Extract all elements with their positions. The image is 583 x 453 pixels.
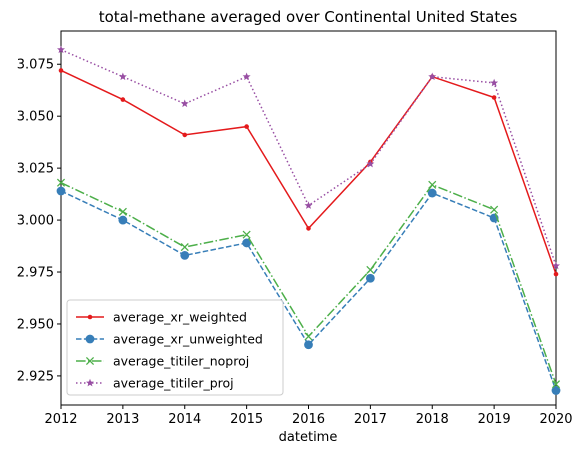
data-point bbox=[427, 188, 437, 198]
data-point bbox=[120, 97, 126, 102]
y-tick-label: 2.950 bbox=[17, 317, 54, 332]
series-average_xr_weighted bbox=[58, 68, 559, 277]
data-point bbox=[304, 340, 313, 350]
data-point bbox=[553, 271, 559, 277]
x-tick-label: 2019 bbox=[478, 412, 511, 427]
data-point bbox=[490, 205, 499, 214]
series-average_titiler_proj bbox=[57, 45, 560, 270]
series-average_xr_unweighted bbox=[56, 186, 561, 395]
data-point bbox=[57, 45, 65, 54]
legend-label: average_titiler_proj bbox=[113, 376, 234, 391]
plot-area: 2012 2013 2014 2015 2016 2017 2018 2019 2020 2.92… bbox=[17, 30, 573, 427]
x-tick-label: 2015 bbox=[230, 412, 263, 427]
data-point bbox=[304, 201, 313, 209]
y-tick-label: 3.025 bbox=[17, 162, 54, 177]
data-point bbox=[242, 238, 252, 248]
data-point bbox=[180, 99, 189, 108]
data-point bbox=[58, 68, 64, 73]
legend-box bbox=[66, 299, 284, 396]
legend-item: average_titiler_noproj bbox=[76, 354, 249, 369]
chart-title: total-methane averaged over Continental … bbox=[99, 8, 518, 26]
legend-marker bbox=[87, 314, 93, 320]
x-tick-label: 2014 bbox=[168, 412, 201, 427]
data-point bbox=[366, 159, 375, 168]
x-tick-label: 2020 bbox=[539, 412, 572, 427]
y-tick-label: 2.975 bbox=[17, 266, 54, 281]
data-point bbox=[304, 332, 313, 341]
data-point bbox=[491, 95, 497, 100]
legend-label: average_xr_weighted bbox=[113, 310, 247, 325]
legend-marker bbox=[85, 356, 95, 366]
x-axis-label: datetime bbox=[279, 430, 338, 445]
legend-marker bbox=[85, 334, 95, 344]
legend-label: average_titiler_noproj bbox=[113, 354, 249, 369]
data-point bbox=[306, 226, 311, 231]
data-point bbox=[180, 251, 190, 260]
data-point bbox=[182, 132, 188, 138]
series-line bbox=[60, 190, 557, 391]
data-point bbox=[428, 72, 437, 81]
series-average_titiler_noproj bbox=[56, 178, 561, 389]
x-tick-label: 2018 bbox=[416, 412, 449, 427]
y-tick-label: 3.050 bbox=[17, 110, 54, 125]
x-tick-label: 2013 bbox=[106, 412, 139, 427]
legend-label: average_xr_unweighted bbox=[113, 332, 263, 347]
x-tick-label: 2012 bbox=[44, 412, 77, 427]
legend-marker bbox=[86, 378, 94, 387]
x-tick-label: 2016 bbox=[292, 412, 325, 427]
data-point bbox=[242, 72, 251, 81]
data-point bbox=[56, 178, 66, 187]
data-point bbox=[244, 124, 249, 129]
data-point bbox=[180, 243, 189, 252]
data-point bbox=[56, 186, 66, 196]
y-tick-label: 3.075 bbox=[17, 58, 54, 73]
data-point bbox=[242, 230, 251, 239]
y-tick-label: 3.000 bbox=[17, 214, 54, 229]
data-point bbox=[118, 215, 128, 225]
data-point bbox=[490, 78, 499, 87]
y-tick-label: 2.925 bbox=[17, 369, 54, 384]
data-point bbox=[118, 72, 127, 81]
data-point bbox=[551, 386, 561, 395]
legend-item: average_xr_weighted bbox=[76, 310, 247, 325]
data-point bbox=[428, 180, 437, 189]
data-point bbox=[118, 207, 127, 216]
legend-item: average_titiler_proj bbox=[76, 376, 234, 391]
x-tick-label: 2017 bbox=[354, 412, 387, 427]
data-point bbox=[366, 265, 375, 275]
data-point bbox=[552, 261, 560, 270]
legend: average_xr_weighted average_xr_unweighted… bbox=[66, 299, 284, 396]
data-point bbox=[551, 380, 561, 389]
legend-item: average_xr_unweighted bbox=[76, 332, 263, 347]
data-point bbox=[365, 273, 375, 283]
